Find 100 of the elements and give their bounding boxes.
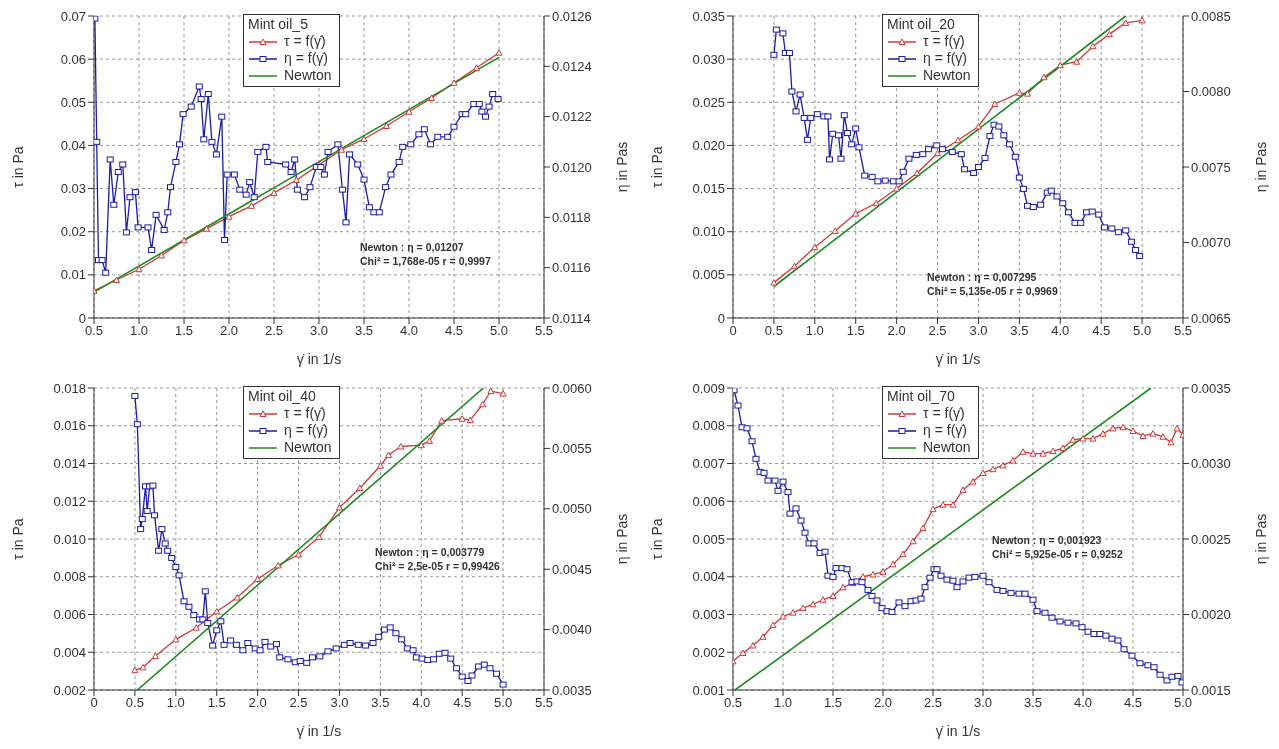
- x-tick-label: 4.5: [1123, 695, 1143, 711]
- y2-tick-label: 0.0035: [1191, 380, 1231, 396]
- x-tick-label: 1.0: [773, 695, 793, 711]
- y2-tick-label: 0.0118: [552, 209, 591, 225]
- legend-label: Newton: [284, 67, 332, 84]
- x-tick-label: 2.5: [928, 323, 947, 339]
- y2-tick-label: 0.0060: [552, 380, 592, 396]
- x-tick-label: 2.5: [923, 695, 943, 711]
- x-tick-label: 4.0: [1073, 695, 1093, 711]
- x-tick-label: 1.5: [823, 695, 843, 711]
- y-tick-label: 0.030: [692, 51, 725, 67]
- x-tick-label: 5.5: [534, 695, 554, 711]
- y-tick-label: 0.015: [692, 181, 725, 197]
- annotation: Chi² = 5,135e-05 r = 0,9969: [927, 284, 1058, 298]
- y-axis-title: τ in Pa: [648, 518, 665, 560]
- y-tick-label: 0.007: [692, 456, 725, 472]
- y-tick-label: 0.004: [692, 569, 725, 585]
- y-axis-title: τ in Pa: [9, 146, 26, 188]
- x-tick-label: 3.5: [1010, 323, 1029, 339]
- y-tick-label: 0.018: [53, 380, 86, 396]
- y2-axis-title: η in Pas: [1252, 513, 1269, 565]
- x-tick-label: 2.5: [264, 323, 284, 339]
- x-axis-title: γ̇ in 1/s: [296, 351, 342, 367]
- x-tick-label: 4.0: [412, 695, 431, 711]
- y-tick-label: 0.025: [692, 94, 725, 110]
- y2-tick-label: 0.0116: [552, 260, 591, 276]
- legend-title: Mint oil_40: [248, 388, 317, 405]
- y-tick-label: 0.008: [692, 418, 725, 434]
- y2-tick-label: 0.0122: [552, 109, 592, 125]
- y-tick-label: 0.004: [53, 644, 86, 660]
- x-tick-label: 4.5: [453, 695, 472, 711]
- y2-tick-label: 0.0045: [552, 561, 592, 577]
- y2-axis-title: η in Pas: [613, 513, 630, 565]
- y-tick-label: 0.035: [692, 8, 725, 24]
- y2-axis-title: η in Pas: [1252, 141, 1269, 193]
- x-tick-label: 4.5: [1092, 323, 1111, 339]
- y2-tick-label: 0.0124: [552, 58, 592, 74]
- x-axis-title: γ̇ in 1/s: [296, 723, 342, 739]
- y-tick-label: 0.020: [692, 138, 725, 154]
- x-axis-title: γ̇ in 1/s: [935, 723, 981, 739]
- y-tick-label: 0.002: [692, 644, 725, 660]
- y-tick-label: 0: [717, 310, 725, 326]
- y2-tick-label: 0.0114: [552, 310, 591, 326]
- legend-label: τ = f(γ̇): [284, 405, 326, 422]
- annotation: Chi² = 2,5e-05 r = 0,99426: [375, 559, 500, 573]
- x-tick-label: 5.0: [494, 695, 513, 711]
- legend-title: Mint oil_5: [248, 16, 309, 33]
- y-axis-title: τ in Pa: [9, 518, 26, 560]
- legend-title: Mint oil_70: [887, 388, 956, 405]
- legend-label: τ = f(γ̇): [923, 405, 965, 422]
- x-tick-label: 1.5: [207, 695, 226, 711]
- x-tick-label: 0.5: [723, 695, 743, 711]
- y-tick-label: 0.01: [60, 267, 86, 283]
- annotation: Newton : η = 0,001923: [992, 533, 1103, 547]
- y-tick-label: 0.016: [53, 418, 86, 434]
- y-tick-label: 0.04: [60, 138, 86, 154]
- x-tick-label: 5.0: [1133, 323, 1152, 339]
- y-tick-label: 0.014: [53, 456, 86, 472]
- y2-tick-label: 0.0055: [552, 441, 592, 457]
- y-tick-label: 0.012: [53, 493, 86, 509]
- legend-label: η = f(γ̇): [923, 50, 967, 67]
- x-tick-label: 2.0: [873, 695, 893, 711]
- legend-label: Newton: [284, 439, 332, 456]
- y2-tick-label: 0.0070: [1191, 235, 1231, 251]
- x-tick-label: 3.5: [354, 323, 374, 339]
- x-tick-label: 0.5: [84, 323, 104, 339]
- y2-tick-label: 0.0015: [1191, 682, 1231, 698]
- y-tick-label: 0.003: [692, 607, 725, 623]
- x-tick-label: 5.0: [1173, 695, 1193, 711]
- x-tick-label: 2.0: [219, 323, 239, 339]
- y2-tick-label: 0.0035: [552, 682, 592, 698]
- x-tick-label: 3.0: [969, 323, 988, 339]
- x-tick-label: 2.0: [248, 695, 267, 711]
- y-tick-label: 0.05: [60, 94, 86, 110]
- x-tick-label: 3.5: [1023, 695, 1043, 711]
- y-tick-label: 0.03: [60, 181, 86, 197]
- y2-tick-label: 0.0085: [1191, 8, 1231, 24]
- x-tick-label: 4.5: [444, 323, 464, 339]
- y-tick-label: 0.009: [692, 380, 725, 396]
- y2-tick-label: 0.0025: [1191, 531, 1231, 547]
- x-tick-label: 5.5: [534, 323, 554, 339]
- x-tick-label: 0: [90, 695, 98, 711]
- annotation: Newton : η = 0,003779: [375, 545, 486, 559]
- y-tick-label: 0.002: [53, 682, 86, 698]
- y-tick-label: 0.006: [692, 493, 725, 509]
- x-tick-label: 0: [729, 323, 737, 339]
- x-tick-label: 5.0: [489, 323, 509, 339]
- legend-label: η = f(γ̇): [284, 422, 328, 439]
- x-tick-label: 2.5: [289, 695, 308, 711]
- x-axis-title: γ̇ in 1/s: [935, 351, 981, 367]
- y-tick-label: 0.008: [53, 569, 86, 585]
- y2-tick-label: 0.0080: [1191, 84, 1231, 100]
- x-tick-label: 5.5: [1173, 323, 1193, 339]
- legend-label: Newton: [923, 439, 971, 456]
- legend-label: τ = f(γ̇): [923, 33, 965, 50]
- y-tick-label: 0.001: [692, 682, 725, 698]
- y-axis-title: τ in Pa: [648, 146, 665, 188]
- x-tick-label: 3.5: [371, 695, 390, 711]
- y-tick-label: 0.005: [692, 267, 725, 283]
- y-tick-label: 0.005: [692, 531, 725, 547]
